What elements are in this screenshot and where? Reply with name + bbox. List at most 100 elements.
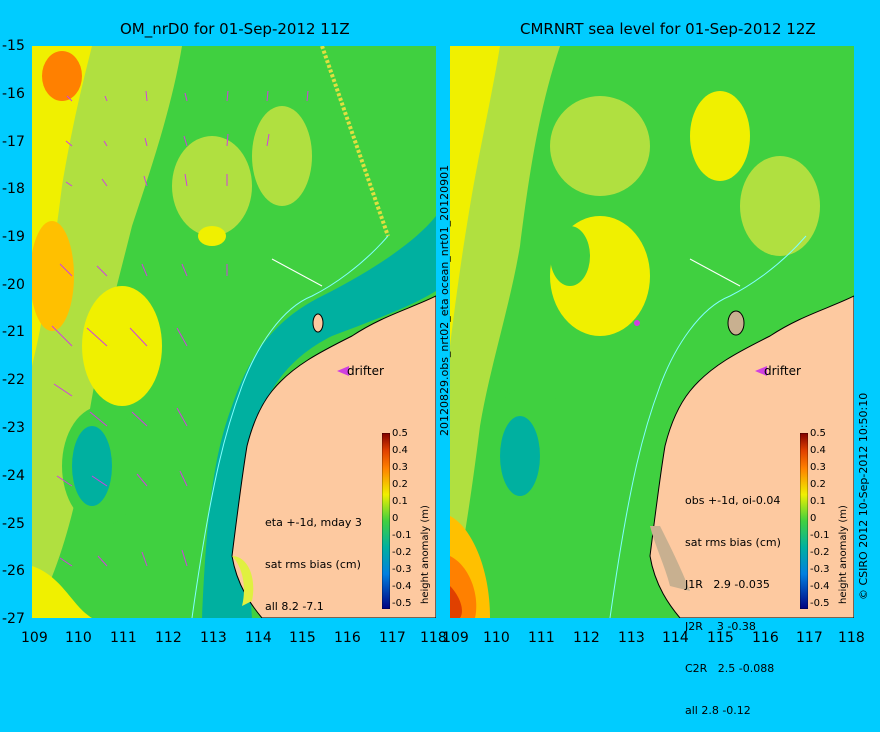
anomaly-region: [252, 106, 312, 206]
left-side-label: 20120829.obs_nrt02_eta ocean_nrt01_20120…: [438, 164, 451, 436]
anomaly-region: [450, 586, 462, 618]
x-tick-label: 114: [662, 630, 689, 646]
y-tick-label: -17: [2, 134, 25, 150]
drifter-marker: [755, 366, 767, 376]
x-tick-label: 116: [334, 630, 361, 646]
x-tick-label: 117: [379, 630, 406, 646]
stats-line: J2R 3 -0.38: [685, 620, 756, 633]
right-map-title: CMRNRT sea level for 01-Sep-2012 12Z: [520, 20, 816, 38]
colorbar-tick: -0.1: [810, 530, 830, 541]
colorbar-tick: 0: [392, 513, 399, 524]
colorbar-gradient: [382, 433, 390, 609]
right-map-canvas: [450, 46, 854, 618]
x-tick-label: 115: [289, 630, 316, 646]
stats-line: all 8.2 -7.1: [265, 600, 324, 613]
colorbar-title: height anomaly (m): [838, 505, 849, 604]
shark-bay: [232, 556, 254, 606]
shelf-waters: [202, 216, 436, 618]
anomaly-region: [32, 221, 74, 331]
x-tick-label: 109: [21, 630, 48, 646]
anomaly-region: [32, 566, 92, 618]
x-tick-label: 114: [245, 630, 272, 646]
x-tick-label: 116: [752, 630, 779, 646]
colorbar-tick: 0.1: [392, 496, 408, 507]
x-tick-label: 111: [110, 630, 137, 646]
left-stats-box: eta +-1d, mday 3 sat rms bias (cm) all 8…: [265, 488, 362, 628]
anomaly-region: [172, 136, 252, 236]
colorbar-title: height anomaly (m): [420, 505, 431, 604]
y-tick-label: -22: [2, 372, 25, 388]
y-tick-label: -25: [2, 516, 25, 532]
colorbar-tick: 0.2: [392, 479, 408, 490]
colorbar-gradient: [800, 433, 808, 609]
anomaly-region: [740, 156, 820, 256]
island: [727, 310, 745, 336]
y-tick-label: -19: [2, 229, 25, 245]
anomaly-region: [550, 96, 650, 196]
anomaly-region: [450, 46, 560, 618]
y-tick-label: -24: [2, 468, 25, 484]
y-tick-label: -16: [2, 86, 25, 102]
y-tick-label: -15: [2, 38, 25, 54]
colorbar-tick: -0.3: [392, 564, 412, 575]
colorbar-tick: -0.4: [392, 581, 412, 592]
anomaly-region: [72, 426, 112, 506]
y-tick-label: -27: [2, 611, 25, 627]
x-tick-label: 118: [838, 630, 865, 646]
stats-line: sat rms bias (cm): [265, 558, 361, 571]
current-arrows: [51, 90, 309, 567]
x-tick-label: 118: [420, 630, 447, 646]
colorbar-tick: 0.3: [392, 462, 408, 473]
stats-line: obs +-1d, oi-0.04: [685, 494, 781, 507]
x-tick-label: 117: [796, 630, 823, 646]
satellite-track: [320, 46, 390, 237]
y-tick-label: -20: [2, 277, 25, 293]
isobath-line: [191, 235, 389, 618]
y-tick-label: -18: [2, 181, 25, 197]
section-line: [689, 258, 741, 287]
colorbar-tick: -0.5: [392, 598, 412, 609]
y-tick-label: -23: [2, 420, 25, 436]
x-tick-label: 111: [528, 630, 555, 646]
left-map-title: OM_nrD0 for 01-Sep-2012 11Z: [120, 20, 350, 38]
x-tick-label: 112: [573, 630, 600, 646]
colorbar-tick: -0.2: [810, 547, 830, 558]
stats-line: sat rms bias (cm): [685, 536, 781, 549]
right-map: [450, 46, 854, 618]
colorbar-tick: 0.5: [392, 428, 408, 439]
y-tick-label: -21: [2, 324, 25, 340]
y-tick-label: -26: [2, 563, 25, 579]
drifter-track-point: [634, 320, 640, 326]
anomaly-region: [82, 286, 162, 406]
left-drifter-label: drifter: [347, 364, 384, 378]
anomaly-region: [42, 51, 82, 101]
stats-line: all 2.8 -0.12: [685, 704, 751, 717]
stats-line: eta +-1d, mday 3: [265, 516, 362, 529]
x-tick-label: 110: [65, 630, 92, 646]
colorbar-tick: 0.1: [810, 496, 826, 507]
isobath-line: [609, 235, 807, 618]
colorbar-tick: 0.3: [810, 462, 826, 473]
section-line: [271, 258, 323, 287]
colorbar-tick: 0.2: [810, 479, 826, 490]
anomaly-region: [198, 226, 226, 246]
coastal-mask: [650, 526, 690, 591]
colorbar-tick: -0.1: [392, 530, 412, 541]
drifter-marker: [337, 366, 349, 376]
stats-line: C2R 2.5 -0.088: [685, 662, 775, 675]
colorbar-tick: -0.2: [392, 547, 412, 558]
x-tick-label: 110: [483, 630, 510, 646]
colorbar-tick: 0.4: [810, 445, 826, 456]
colorbar-tick: 0.4: [392, 445, 408, 456]
x-tick-label: 113: [618, 630, 645, 646]
x-tick-label: 109: [442, 630, 469, 646]
x-tick-label: 115: [707, 630, 734, 646]
left-map-canvas: [32, 46, 436, 618]
x-tick-label: 112: [155, 630, 182, 646]
colorbar-tick: -0.4: [810, 581, 830, 592]
colorbar-tick: 0.5: [810, 428, 826, 439]
anomaly-region: [500, 416, 540, 496]
anomaly-region: [450, 46, 500, 346]
right-drifter-label: drifter: [764, 364, 801, 378]
island: [312, 313, 324, 333]
